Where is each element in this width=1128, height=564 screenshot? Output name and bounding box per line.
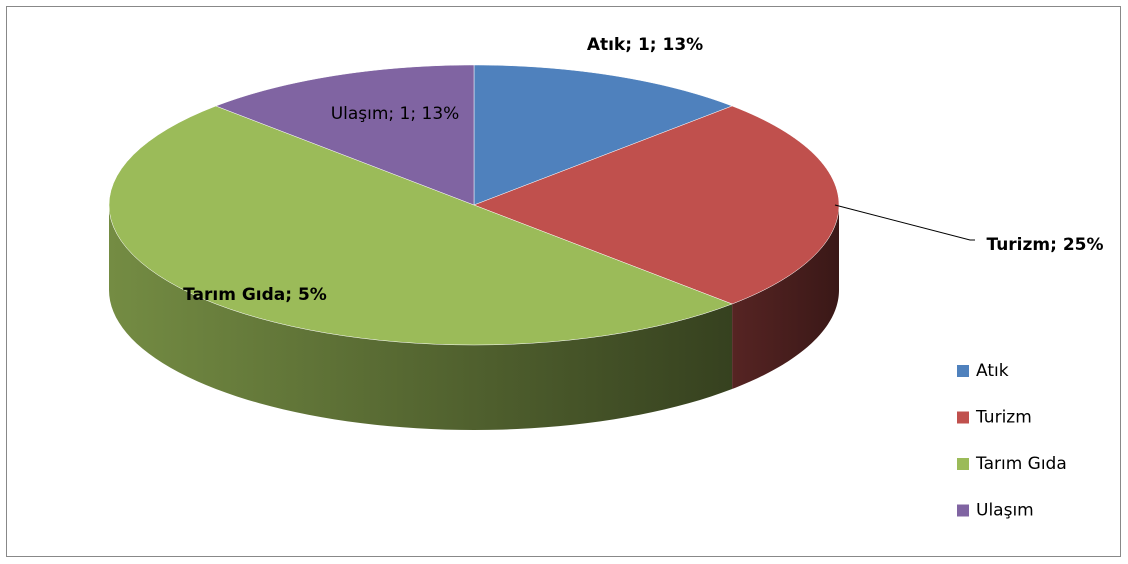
legend-swatch xyxy=(957,458,969,470)
legend-label: Ulaşım xyxy=(976,501,1034,521)
legend-label: Tarım Gıda xyxy=(975,454,1067,474)
slice xyxy=(215,64,475,206)
slice-side xyxy=(109,205,733,430)
data-label: Ulaşım; 1; 13% xyxy=(331,104,460,124)
slice xyxy=(473,105,840,305)
data-label: Tarım Gıda; 5% xyxy=(183,285,327,305)
slice-side xyxy=(732,205,839,389)
slice xyxy=(473,64,733,206)
legend-swatch xyxy=(957,411,969,424)
data-label: Turizm; 25% xyxy=(986,235,1103,255)
data-label: Atık; 1; 13% xyxy=(587,35,703,55)
legend-swatch xyxy=(957,365,969,377)
legend-label: Turizm xyxy=(975,408,1032,428)
legend-label: Atık xyxy=(976,361,1009,381)
legend-swatch xyxy=(957,504,969,517)
slice xyxy=(108,105,733,346)
leader-line xyxy=(834,204,975,241)
